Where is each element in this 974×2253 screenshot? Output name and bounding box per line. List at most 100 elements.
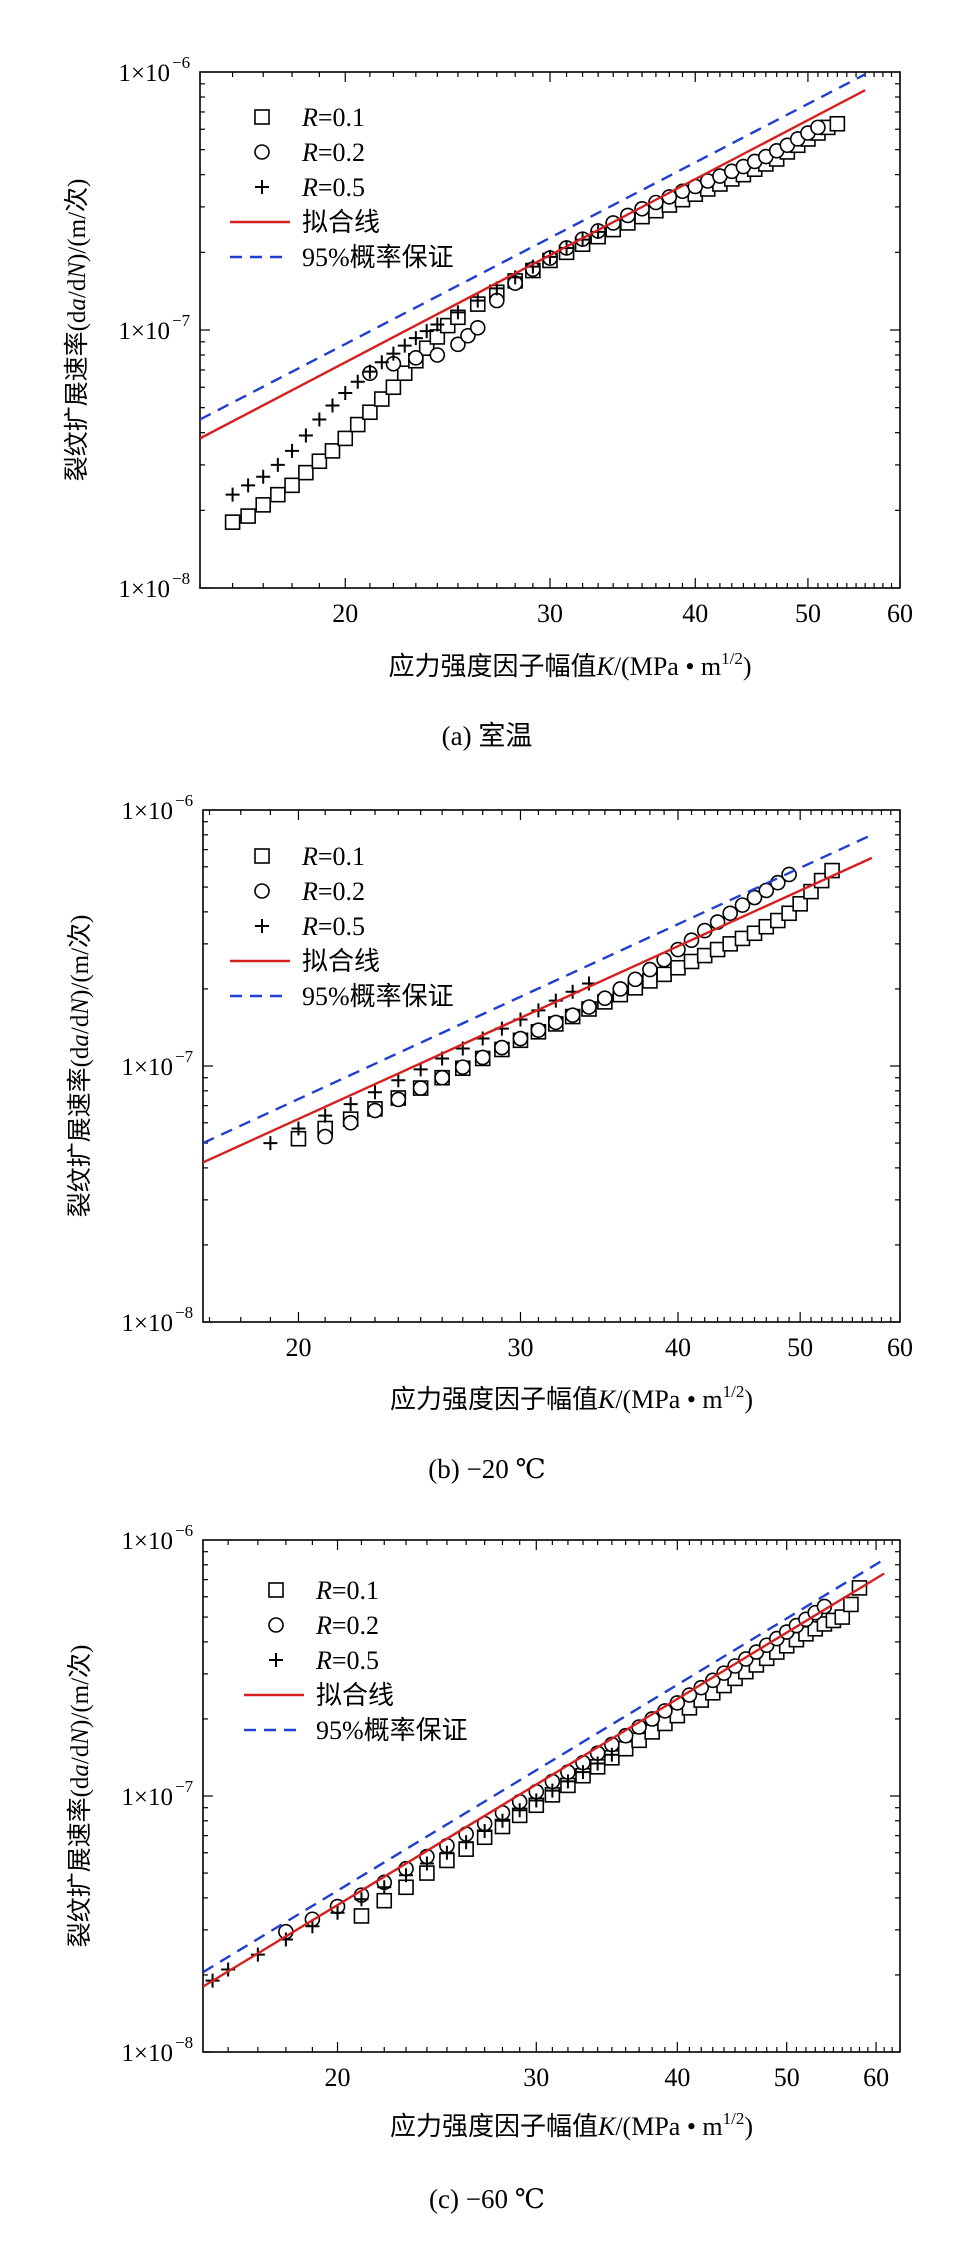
r05-point [450,305,465,320]
y-tick-label: 1×10 [118,60,170,87]
r02-point [317,1128,333,1145]
r05-point [545,1783,560,1798]
guarantee-line [203,1558,885,1974]
r01-point [373,391,390,407]
x-tick-label: 40 [664,2063,690,2092]
x-tick-label: 50 [787,1333,813,1362]
legend: R=0.1 R=0.2 R=0.5 拟合线 95%概率保证 [230,103,454,272]
r05-point [350,374,365,389]
legend-plus-marker [255,919,269,933]
r05-point [325,398,340,413]
r05-point [397,338,412,353]
r05-point [408,331,423,346]
r05-point [413,1062,428,1077]
r02-point [434,1069,450,1086]
y-tick-exponent: −8 [172,569,190,588]
r05-point [270,457,285,472]
legend-label: R=0.2 [301,877,365,906]
y-tick-exponent: −7 [172,311,191,330]
r01-point [362,404,378,421]
r02-point [408,350,424,366]
fit-line [203,1572,885,1988]
legend-plus-marker [255,180,269,194]
r01-point [224,514,241,530]
r05-point [391,1073,406,1088]
panel-b: 20 30 40 50 601×10 −81×10 −71×10 −6裂纹扩展速率(da/dN… [66,791,913,1484]
fit-line [203,856,873,1164]
r05-point [354,1892,369,1907]
r01-point [353,1908,370,1924]
r02-point [642,961,658,978]
r01-point [834,1609,851,1625]
x-tick-label: 50 [774,2063,800,2092]
legend-square-marker [254,109,270,125]
r05-point [495,1813,510,1828]
legend-label: R=0.1 [301,842,365,871]
r02-point [390,1091,407,1108]
r01-point [337,430,354,447]
r01-point [284,477,300,494]
r05-point [529,1793,544,1808]
legend-plus-marker [269,1653,283,1667]
y-tick-label: 1×10 [118,576,170,603]
r05-point [374,355,389,370]
r05-point [298,428,313,443]
r02-point [612,981,629,997]
r05-point [419,324,434,339]
r05-point [343,1097,358,1112]
r02-point [810,119,826,136]
r01-point [843,1596,859,1613]
r02-point [412,1080,429,1096]
x-tick-label: 60 [887,1333,913,1362]
r01-point [631,1732,647,1749]
x-tick-label: 50 [795,599,821,628]
r05-point [419,1856,434,1871]
r05-point [362,364,377,379]
r02-point [454,1059,471,1075]
fit-line [200,89,866,440]
r05-point [330,1905,345,1920]
r01-point [398,1879,414,1896]
legend-label: R=0.1 [315,1576,379,1605]
r05-point [367,1085,382,1100]
r02-point [469,319,486,336]
r05-point [560,1774,575,1789]
legend-label: R=0.5 [315,1646,379,1675]
r05-point [377,1880,392,1895]
x-axis-label: 应力强度因子幅值K/(MPa • m1/2) [388,649,751,681]
y-tick-label: 1×10 [121,1310,173,1337]
legend-label: 95%概率保证 [302,982,454,1011]
r01-point [240,508,256,524]
x-tick-label: 60 [887,599,913,628]
r01-point [656,966,672,983]
legend-label: R=0.5 [301,173,365,202]
r02-point [429,347,446,363]
legend-square-marker [254,848,270,864]
y-axis-label: 裂纹扩展速率(da/dN)/(m/次) [66,1645,94,1948]
r05-point [338,385,353,400]
r02-point [746,889,763,906]
y-tick-exponent: −6 [172,53,190,72]
r05-point [590,1756,605,1771]
legend-label: R=0.2 [315,1611,379,1640]
r05-point [285,443,300,458]
legend-label: 拟合线 [302,208,380,237]
y-tick-label: 1×10 [121,2040,173,2067]
x-tick-label: 30 [537,599,563,628]
r01-point [270,486,286,503]
x-tick-label: 30 [507,1333,533,1362]
x-tick-label: 30 [523,2063,549,2092]
panel-caption: (c) −60 ℃ [429,2184,545,2214]
x-tick-label: 20 [332,599,358,628]
r05-point [604,1747,619,1762]
r01-point [298,464,314,481]
r05-point [430,317,445,332]
r01-point [644,1724,660,1740]
r01-point [396,365,413,382]
r05-point [470,293,485,308]
r01-point [385,379,402,396]
x-tick-label: 40 [665,1333,691,1362]
x-tick-label: 20 [325,2063,351,2092]
r05-point [477,1823,492,1838]
r01-point [324,443,341,459]
